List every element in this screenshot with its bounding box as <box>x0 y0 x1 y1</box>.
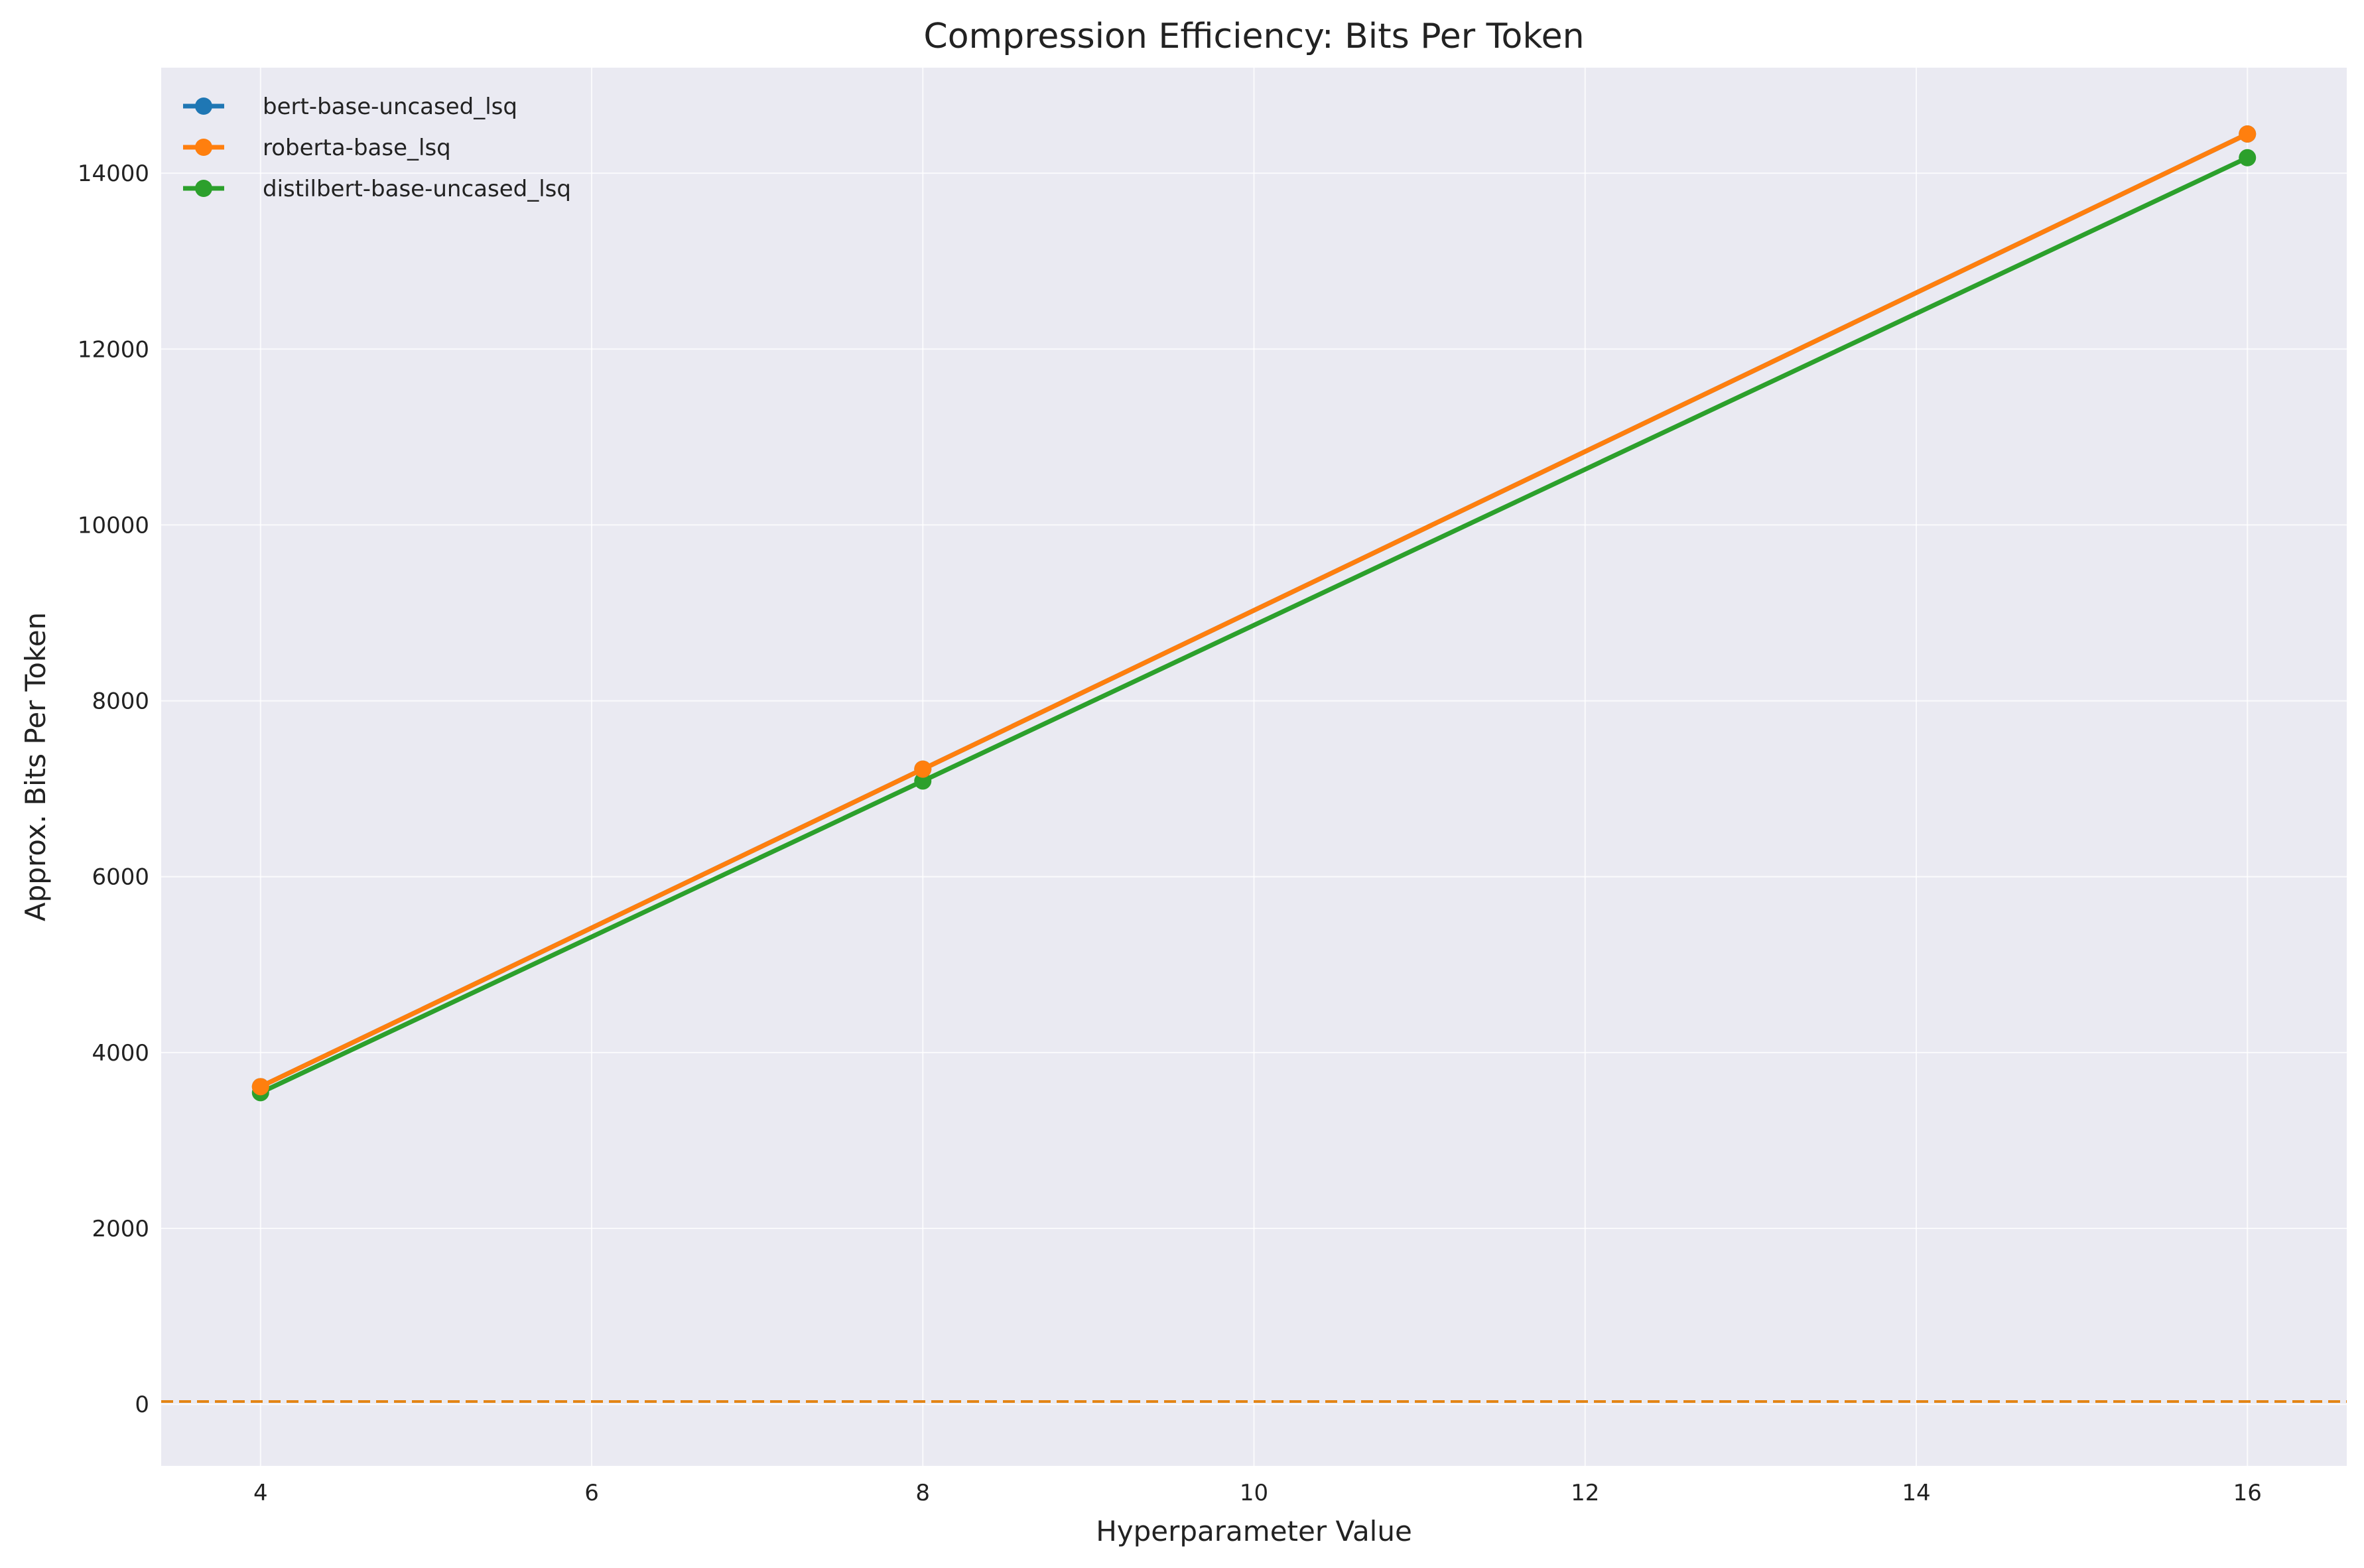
legend-item: bert-base-uncased_lsq <box>183 94 517 120</box>
series-roberta-base_lsq <box>251 125 2257 1096</box>
data-point <box>2239 125 2257 143</box>
x-tick-label: 12 <box>1571 1480 1599 1506</box>
grid <box>161 68 2347 1466</box>
x-tick-label: 10 <box>1240 1480 1268 1506</box>
y-tick-label: 2000 <box>92 1216 149 1242</box>
y-tick-label: 8000 <box>92 688 149 715</box>
legend: bert-base-uncased_lsq roberta-base_lsqdis… <box>183 94 571 202</box>
x-tick-label: 14 <box>1902 1480 1930 1506</box>
x-tick-label: 16 <box>2233 1480 2262 1506</box>
y-tick-label: 12000 <box>78 336 149 363</box>
legend-item: distilbert-base-uncased_lsq <box>183 176 571 202</box>
x-axis-ticks: 4 6 8 10 12 14 16 <box>253 1480 2262 1506</box>
x-tick-label: 4 <box>253 1480 268 1506</box>
legend-swatch-marker <box>195 139 212 156</box>
x-tick-label: 8 <box>915 1480 930 1506</box>
data-point <box>914 772 932 790</box>
y-axis-label: Approx. Bits Per Token <box>19 612 52 921</box>
legend-label: roberta-base_lsq <box>263 135 451 161</box>
x-axis-label: Hyperparameter Value <box>1096 1515 1412 1547</box>
legend-label: bert-base-uncased_lsq <box>263 94 517 120</box>
y-tick-label: 10000 <box>78 512 149 539</box>
data-point <box>914 760 932 778</box>
y-tick-label: 4000 <box>92 1040 149 1067</box>
legend-label: distilbert-base-uncased_lsq <box>263 176 571 202</box>
y-tick-label: 14000 <box>78 161 149 187</box>
y-tick-label: 0 <box>135 1392 149 1418</box>
legend-swatch-marker <box>195 180 212 197</box>
legend-item: roberta-base_lsq <box>183 135 451 161</box>
x-tick-label: 6 <box>584 1480 599 1506</box>
y-tick-label: 6000 <box>92 864 149 891</box>
legend-swatch-marker <box>195 98 212 115</box>
y-axis-ticks: 0 2000 4000 6000 8000 10000 12000 14000 <box>78 161 149 1418</box>
chart-title: Compression Efficiency: Bits Per Token <box>923 17 1584 56</box>
series-group <box>251 125 2257 1102</box>
data-point <box>251 1078 269 1096</box>
data-point <box>2239 149 2257 166</box>
